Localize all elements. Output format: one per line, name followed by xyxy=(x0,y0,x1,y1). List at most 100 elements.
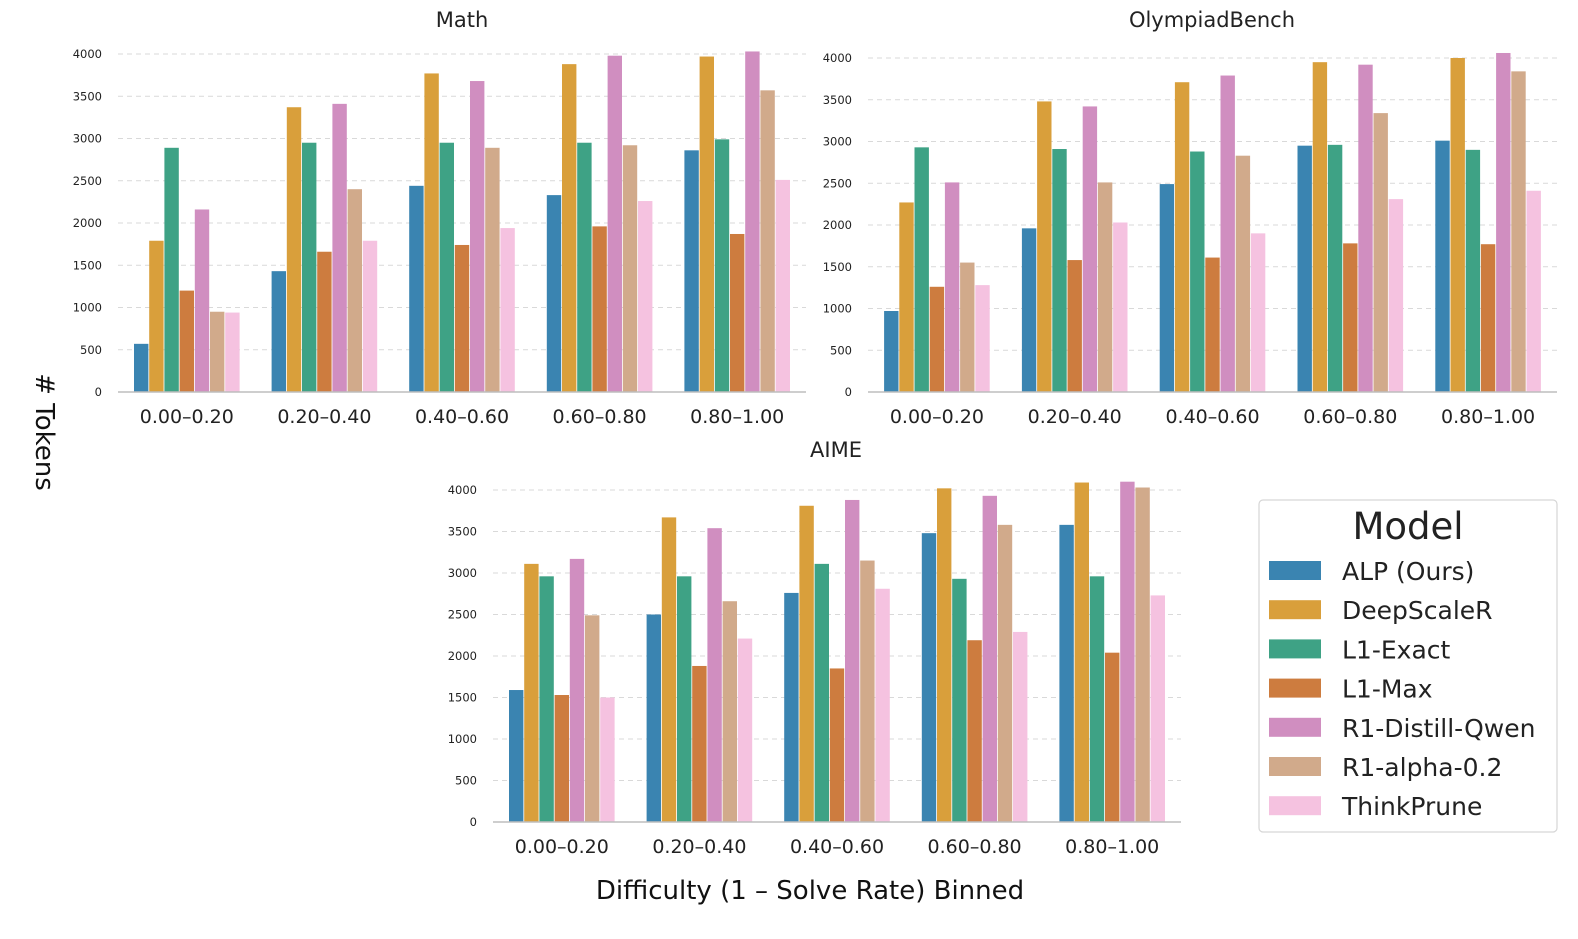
bar-l1-exact xyxy=(577,142,592,392)
bar-r1-alpha-0-2 xyxy=(1511,71,1526,393)
chart-math: Math 0 500 1000 1500 2000 2500 3000 3500 4000 0.00… xyxy=(73,8,806,428)
bar-alp-ours xyxy=(1159,184,1175,392)
bar-l1-exact xyxy=(539,576,554,822)
bar-r1-distill-qwen xyxy=(569,558,585,822)
bar-r1-alpha-0-2 xyxy=(585,615,600,822)
bar-alp-ours xyxy=(134,343,149,392)
bar-deepscaler xyxy=(661,517,677,822)
bar-l1-max xyxy=(1105,652,1120,822)
bar-alp-ours xyxy=(784,592,799,822)
bar-l1-exact xyxy=(164,147,179,392)
x-tick-label: 0.00–0.20 xyxy=(140,406,234,428)
bar-deepscaler xyxy=(937,488,952,822)
bar-deepscaler xyxy=(1312,62,1328,393)
bar-r1-distill-qwen xyxy=(1496,52,1511,393)
y-tick-label: 500 xyxy=(80,343,102,357)
bar-thinkprune xyxy=(1250,233,1266,392)
bar-r1-alpha-0-2 xyxy=(347,189,362,392)
y-tick-label: 3000 xyxy=(448,566,477,580)
bar-l1-exact xyxy=(439,142,454,392)
x-tick-label: 0.00–0.20 xyxy=(890,406,984,428)
y-tick-label: 4000 xyxy=(448,483,477,497)
bar-r1-alpha-0-2 xyxy=(1373,113,1388,393)
bar-l1-exact xyxy=(1327,144,1343,392)
bar-l1-max xyxy=(1480,244,1496,392)
bar-r1-distill-qwen xyxy=(1082,106,1098,393)
bar-alp-ours xyxy=(884,311,899,392)
y-tick-label: 1000 xyxy=(823,302,852,316)
bar-alp-ours xyxy=(1021,228,1037,392)
bar-r1-alpha-0-2 xyxy=(1097,182,1113,392)
chart-title: AIME xyxy=(810,438,862,462)
bar-r1-alpha-0-2 xyxy=(1135,487,1150,822)
bar-r1-distill-qwen xyxy=(194,209,210,392)
bar-thinkprune xyxy=(875,588,890,822)
bar-l1-max xyxy=(592,226,607,392)
y-tick-label: 500 xyxy=(830,343,852,357)
x-tick-label: 0.00–0.20 xyxy=(515,836,609,858)
y-tick-label: 2000 xyxy=(73,216,102,230)
bar-thinkprune xyxy=(225,312,240,392)
bar-r1-distill-qwen xyxy=(607,55,622,392)
y-tick-label: 3000 xyxy=(823,135,852,149)
legend-label-r1-alpha-0-2: R1-alpha-0.2 xyxy=(1342,753,1502,782)
legend-label-r1-distill-qwen: R1-Distill-Qwen xyxy=(1342,714,1535,743)
bar-thinkprune xyxy=(1388,199,1404,392)
bar-l1-max xyxy=(692,665,707,822)
bar-l1-exact xyxy=(302,142,317,392)
bar-thinkprune xyxy=(1526,190,1541,392)
bar-l1-exact xyxy=(1089,576,1105,822)
x-tick-label: 0.60–0.80 xyxy=(553,406,647,428)
bar-deepscaler xyxy=(1074,482,1089,822)
bar-deepscaler xyxy=(699,56,714,392)
bar-deepscaler xyxy=(1174,82,1190,392)
bar-thinkprune xyxy=(600,697,615,822)
bar-deepscaler xyxy=(799,505,814,822)
legend-swatch-r1-alpha-0-2 xyxy=(1269,757,1321,776)
legend-label-alp-ours: ALP (Ours) xyxy=(1342,557,1474,586)
legend-swatch-deepscaler xyxy=(1269,600,1321,620)
x-tick-label: 0.80–1.00 xyxy=(1441,406,1535,428)
bar-alp-ours xyxy=(921,533,937,822)
legend: Model ALP (Ours) DeepScaleR L1-Exact L1-Max… xyxy=(1258,499,1558,833)
bar-l1-max xyxy=(829,668,845,822)
bar-l1-max xyxy=(1343,243,1358,392)
bar-r1-alpha-0-2 xyxy=(997,524,1013,822)
x-tick-label: 0.80–1.00 xyxy=(1065,836,1159,858)
bar-thinkprune xyxy=(1113,222,1128,392)
bar-l1-exact xyxy=(714,139,730,392)
chart-aime: AIME 0 500 1000 1500 2000 2500 3000 3500 4000 0.00… xyxy=(448,438,1181,858)
bar-alp-ours xyxy=(646,614,661,822)
bar-thinkprune xyxy=(975,285,990,392)
legend-title: Model xyxy=(1352,505,1463,548)
y-tick-label: 3500 xyxy=(73,89,102,103)
legend-swatch-l1-max xyxy=(1269,678,1321,698)
x-tick-label: 0.40–0.60 xyxy=(415,406,509,428)
bar-alp-ours xyxy=(271,271,286,392)
legend-frame xyxy=(1258,499,1558,833)
bar-alp-ours xyxy=(409,185,424,392)
bar-r1-distill-qwen xyxy=(1120,481,1135,822)
legend-swatch-l1-exact xyxy=(1269,639,1321,659)
bar-alp-ours xyxy=(509,690,524,822)
x-tick-label: 0.20–0.40 xyxy=(1028,406,1122,428)
bar-thinkprune xyxy=(1150,595,1165,822)
bar-l1-max xyxy=(454,244,470,392)
bar-alp-ours xyxy=(1297,145,1312,392)
y-tick-label: 3500 xyxy=(823,93,852,107)
bar-l1-max xyxy=(179,290,194,392)
y-tick-label: 0 xyxy=(470,815,477,829)
legend-swatch-thinkprune xyxy=(1269,796,1321,816)
y-tick-label: 1500 xyxy=(448,691,477,705)
chart-olympiadbench: OlympiadBench 0 500 1000 1500 2000 2500 3000 350… xyxy=(823,8,1557,428)
legend-label-l1-max: L1-Max xyxy=(1342,675,1433,704)
bar-r1-distill-qwen xyxy=(470,81,485,392)
y-tick-label: 500 xyxy=(455,774,477,788)
bar-l1-exact xyxy=(952,578,967,822)
y-tick-label: 2500 xyxy=(823,176,852,190)
legend-label-thinkprune: ThinkPrune xyxy=(1341,792,1482,821)
legend-label-deepscaler: DeepScaleR xyxy=(1342,596,1493,625)
bar-l1-exact xyxy=(677,576,692,822)
